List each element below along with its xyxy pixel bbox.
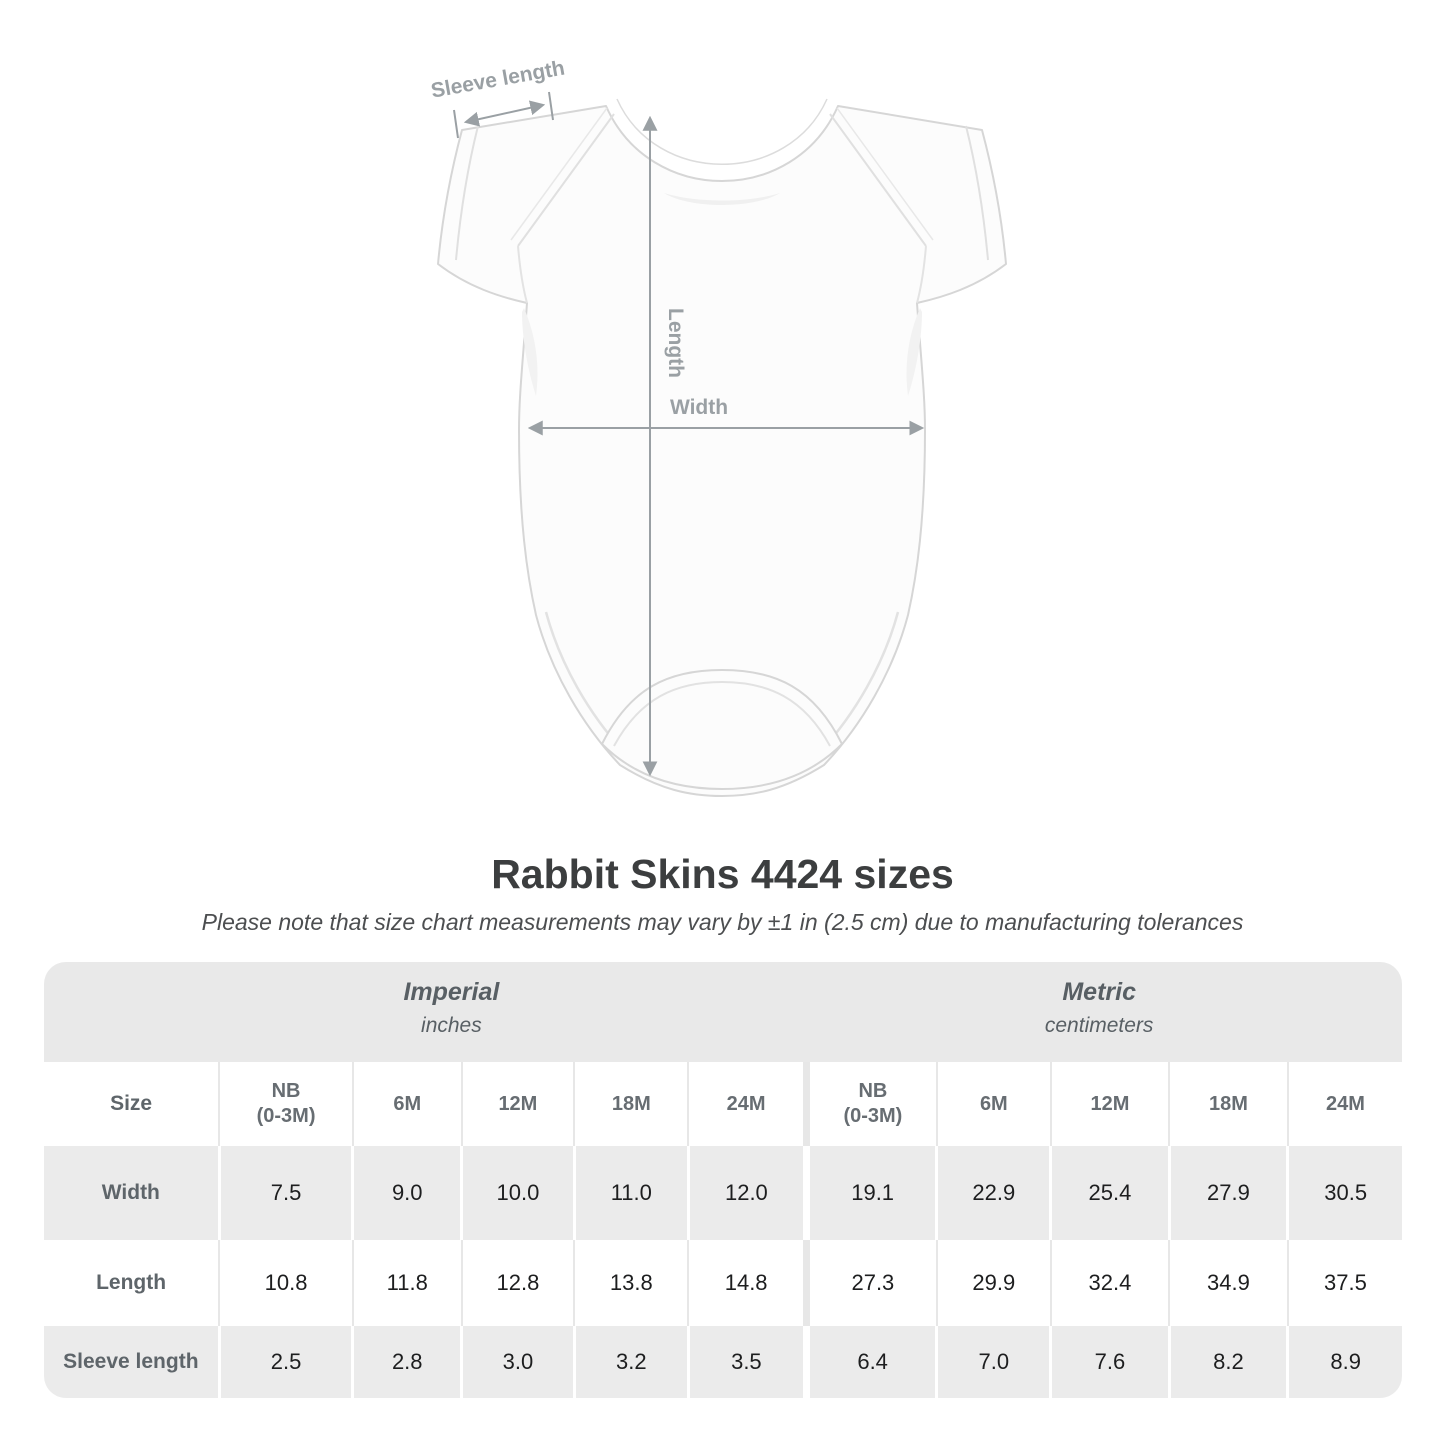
page-title: Rabbit Skins 4424 sizes xyxy=(491,851,954,897)
sleeve-18m-imperial: 3.2 xyxy=(572,1326,689,1398)
imperial-group: Imperial inches xyxy=(403,978,499,1038)
sleeve-nb-imperial: 2.5 xyxy=(217,1326,353,1398)
length-24m-metric: 37.5 xyxy=(1286,1240,1402,1326)
column-header-nb-imperial: NB (0-3M) xyxy=(218,1062,353,1146)
length-nb-metric: 27.3 xyxy=(802,1240,937,1326)
row-label-length: Length xyxy=(96,1271,167,1294)
imperial-group-label: Imperial xyxy=(403,978,500,1006)
metric-group-label: Metric xyxy=(1062,978,1136,1006)
column-header-18m-metric: 18M xyxy=(1168,1062,1288,1146)
sleeve-24m-metric: 8.9 xyxy=(1286,1326,1402,1398)
length-18m-metric: 34.9 xyxy=(1168,1240,1288,1326)
onesie-body xyxy=(437,98,1007,797)
size-table: Size NB (0-3M) 6M 12M 18M 24M NB (0-3M) … xyxy=(44,1062,1402,1398)
length-nb-imperial: 10.8 xyxy=(218,1240,353,1326)
column-header-24m-metric: 24M xyxy=(1286,1062,1402,1146)
column-header-12m-metric: 12M xyxy=(1049,1062,1170,1146)
size-header-row: Size NB (0-3M) 6M 12M 18M 24M NB (0-3M) … xyxy=(44,1062,1402,1146)
unit-group-header: Imperial inches Metric centimeters xyxy=(44,962,1402,1062)
table-row-sleeve-length: Sleeve length 2.5 2.8 3.0 3.2 3.5 6.4 7.… xyxy=(44,1326,1402,1398)
sleeve-length-arrow xyxy=(463,100,546,127)
sleeve-nb-metric: 6.4 xyxy=(802,1326,937,1398)
sleeve-arrow-tick-right xyxy=(548,91,554,121)
width-annotation: Width xyxy=(670,396,728,419)
length-12m-metric: 32.4 xyxy=(1049,1240,1170,1326)
sleeve-6m-metric: 7.0 xyxy=(935,1326,1051,1398)
column-header-nb-metric: NB (0-3M) xyxy=(802,1062,937,1146)
sleeve-12m-imperial: 3.0 xyxy=(460,1326,575,1398)
width-18m-imperial: 11.0 xyxy=(572,1146,689,1240)
table-row-width: Width 7.5 9.0 10.0 11.0 12.0 19.1 22.9 2… xyxy=(44,1146,1402,1240)
width-nb-imperial: 7.5 xyxy=(217,1146,353,1240)
onesie-illustration: Sleeve length Length Width xyxy=(429,57,1007,797)
title-block: Rabbit Skins 4424 sizes Please note that… xyxy=(0,851,1445,936)
length-6m-metric: 29.9 xyxy=(935,1240,1051,1326)
column-header-12m-imperial: 12M xyxy=(460,1062,575,1146)
table-row-length: Length 10.8 11.8 12.8 13.8 14.8 27.3 29.… xyxy=(44,1240,1402,1326)
column-header-6m-metric: 6M xyxy=(935,1062,1051,1146)
width-24m-metric: 30.5 xyxy=(1286,1146,1402,1240)
collar-band xyxy=(616,98,828,165)
length-annotation: Length xyxy=(664,308,687,378)
width-12m-metric: 25.4 xyxy=(1049,1146,1170,1240)
column-header-6m-imperial: 6M xyxy=(351,1062,462,1146)
sleeve-arrow-tick-left xyxy=(453,109,459,139)
sleeve-12m-metric: 7.6 xyxy=(1049,1326,1170,1398)
measurement-arrows xyxy=(453,91,925,777)
length-6m-imperial: 11.8 xyxy=(351,1240,462,1326)
length-18m-imperial: 13.8 xyxy=(573,1240,689,1326)
metric-group-unit: centimeters xyxy=(1044,1014,1154,1037)
size-diagram: Sleeve length Length Width xyxy=(429,57,1007,797)
row-label-sleeve-length: Sleeve length xyxy=(63,1350,199,1373)
width-6m-metric: 22.9 xyxy=(935,1146,1051,1240)
row-label-width: Width xyxy=(101,1181,160,1204)
length-24m-imperial: 14.8 xyxy=(687,1240,807,1326)
crotch-flap xyxy=(600,668,844,791)
width-6m-imperial: 9.0 xyxy=(351,1146,462,1240)
length-12m-imperial: 12.8 xyxy=(460,1240,575,1326)
column-header-18m-imperial: 18M xyxy=(573,1062,689,1146)
width-24m-imperial: 12.0 xyxy=(686,1146,807,1240)
size-table-container: Imperial inches Metric centimeters Size … xyxy=(44,962,1402,1398)
column-header-24m-imperial: 24M xyxy=(687,1062,807,1146)
width-nb-metric: 19.1 xyxy=(802,1146,937,1240)
sleeve-length-annotation: Sleeve length xyxy=(429,57,566,103)
metric-group: Metric centimeters xyxy=(1045,978,1154,1038)
sleeve-24m-imperial: 3.5 xyxy=(686,1326,807,1398)
width-12m-imperial: 10.0 xyxy=(460,1146,575,1240)
imperial-group-unit: inches xyxy=(421,1014,482,1037)
width-18m-metric: 27.9 xyxy=(1167,1146,1288,1240)
column-header-size: Size xyxy=(110,1092,153,1115)
tolerance-note: Please note that size chart measurements… xyxy=(201,909,1244,936)
sleeve-18m-metric: 8.2 xyxy=(1167,1326,1288,1398)
sleeve-6m-imperial: 2.8 xyxy=(351,1326,462,1398)
